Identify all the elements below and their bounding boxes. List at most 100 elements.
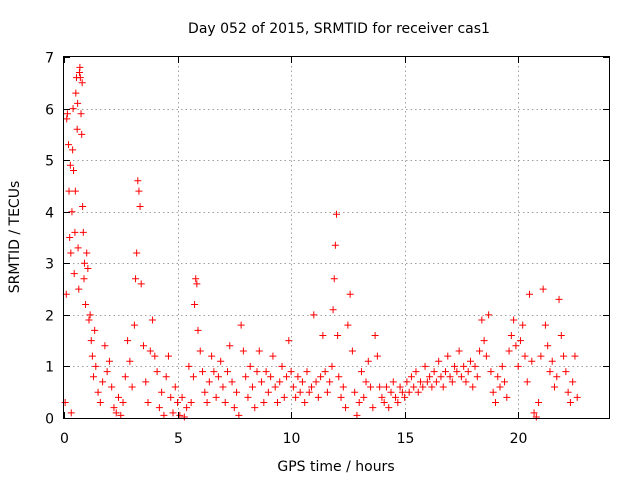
data-point-189 [407,373,415,381]
data-point-49 [108,383,116,391]
data-point-261 [571,352,579,360]
data-point-17 [72,89,80,97]
data-point-220 [478,316,486,324]
data-point-44 [96,399,104,407]
data-point-48 [105,357,113,365]
data-point-81 [174,399,182,407]
data-point-208 [451,362,459,370]
data-point-230 [501,378,509,386]
data-point-217 [471,362,479,370]
data-point-124 [267,373,275,381]
data-point-212 [460,362,468,370]
data-point-0 [61,399,69,407]
data-point-231 [503,393,511,401]
data-point-70 [149,316,157,324]
data-point-30 [79,228,87,236]
data-point-145 [314,393,322,401]
data-point-180 [387,388,395,396]
y-tick-label-6: 6 [45,103,54,119]
data-point-25 [76,74,84,82]
data-point-61 [133,249,141,257]
data-point-202 [437,373,445,381]
data-point-178 [382,383,390,391]
data-point-193 [417,378,425,386]
y-tick-label-7: 7 [45,51,54,67]
data-point-76 [162,373,170,381]
data-point-8 [67,249,75,257]
data-point-141 [305,388,313,396]
data-point-110 [235,411,243,419]
data-point-51 [112,409,120,417]
data-point-206 [446,373,454,381]
data-point-73 [155,404,163,412]
data-point-196 [423,378,431,386]
data-point-224 [487,368,495,376]
grid-lines [64,57,609,418]
x-tick-label-0: 0 [60,431,69,447]
data-point-182 [392,393,400,401]
data-point-173 [371,331,379,339]
data-point-209 [453,368,461,376]
data-point-222 [482,352,490,360]
data-point-235 [512,342,520,350]
x-axis-label: GPS time / hours [277,459,394,475]
data-point-9 [67,409,75,417]
data-point-262 [573,393,581,401]
data-point-24 [76,63,84,71]
data-point-64 [136,203,144,211]
data-point-151 [328,362,336,370]
data-point-114 [244,393,252,401]
data-point-28 [78,79,86,87]
data-point-251 [548,357,556,365]
data-point-83 [178,393,186,401]
y-tick-label-4: 4 [45,206,54,222]
data-point-87 [187,399,195,407]
data-point-5 [65,187,73,195]
data-point-57 [126,357,134,365]
data-point-39 [88,352,96,360]
data-point-183 [394,399,402,407]
data-point-15 [71,228,79,236]
data-point-246 [537,352,545,360]
data-point-260 [569,378,577,386]
data-point-165 [353,411,361,419]
data-point-188 [405,388,413,396]
data-point-214 [464,368,472,376]
data-point-138 [298,378,306,386]
data-point-152 [329,306,337,314]
data-point-112 [239,347,247,355]
data-point-247 [539,285,547,293]
data-point-26 [77,110,85,118]
data-point-241 [526,290,534,298]
data-point-34 [83,249,91,257]
data-point-161 [344,321,352,329]
data-point-201 [435,357,443,365]
data-point-77 [164,352,172,360]
data-point-27 [78,130,86,138]
data-point-157 [335,373,343,381]
data-point-118 [253,368,261,376]
data-point-190 [410,383,418,391]
data-point-133 [287,368,295,376]
data-point-103 [219,383,227,391]
data-point-143 [310,311,318,319]
x-tick-label-5: 5 [174,431,183,447]
data-point-119 [255,347,263,355]
data-point-96 [203,399,211,407]
data-point-199 [430,368,438,376]
data-point-79 [169,409,177,417]
data-point-177 [380,399,388,407]
x-tick-label-10: 10 [283,431,301,447]
data-point-134 [289,383,297,391]
data-point-69 [146,347,154,355]
data-point-32 [80,259,88,267]
data-point-223 [485,311,493,319]
data-point-149 [323,388,331,396]
data-point-71 [151,352,159,360]
data-point-111 [237,321,245,329]
data-point-249 [544,342,552,350]
data-point-197 [426,373,434,381]
data-point-140 [303,368,311,376]
data-point-219 [476,347,484,355]
data-point-75 [160,411,168,419]
